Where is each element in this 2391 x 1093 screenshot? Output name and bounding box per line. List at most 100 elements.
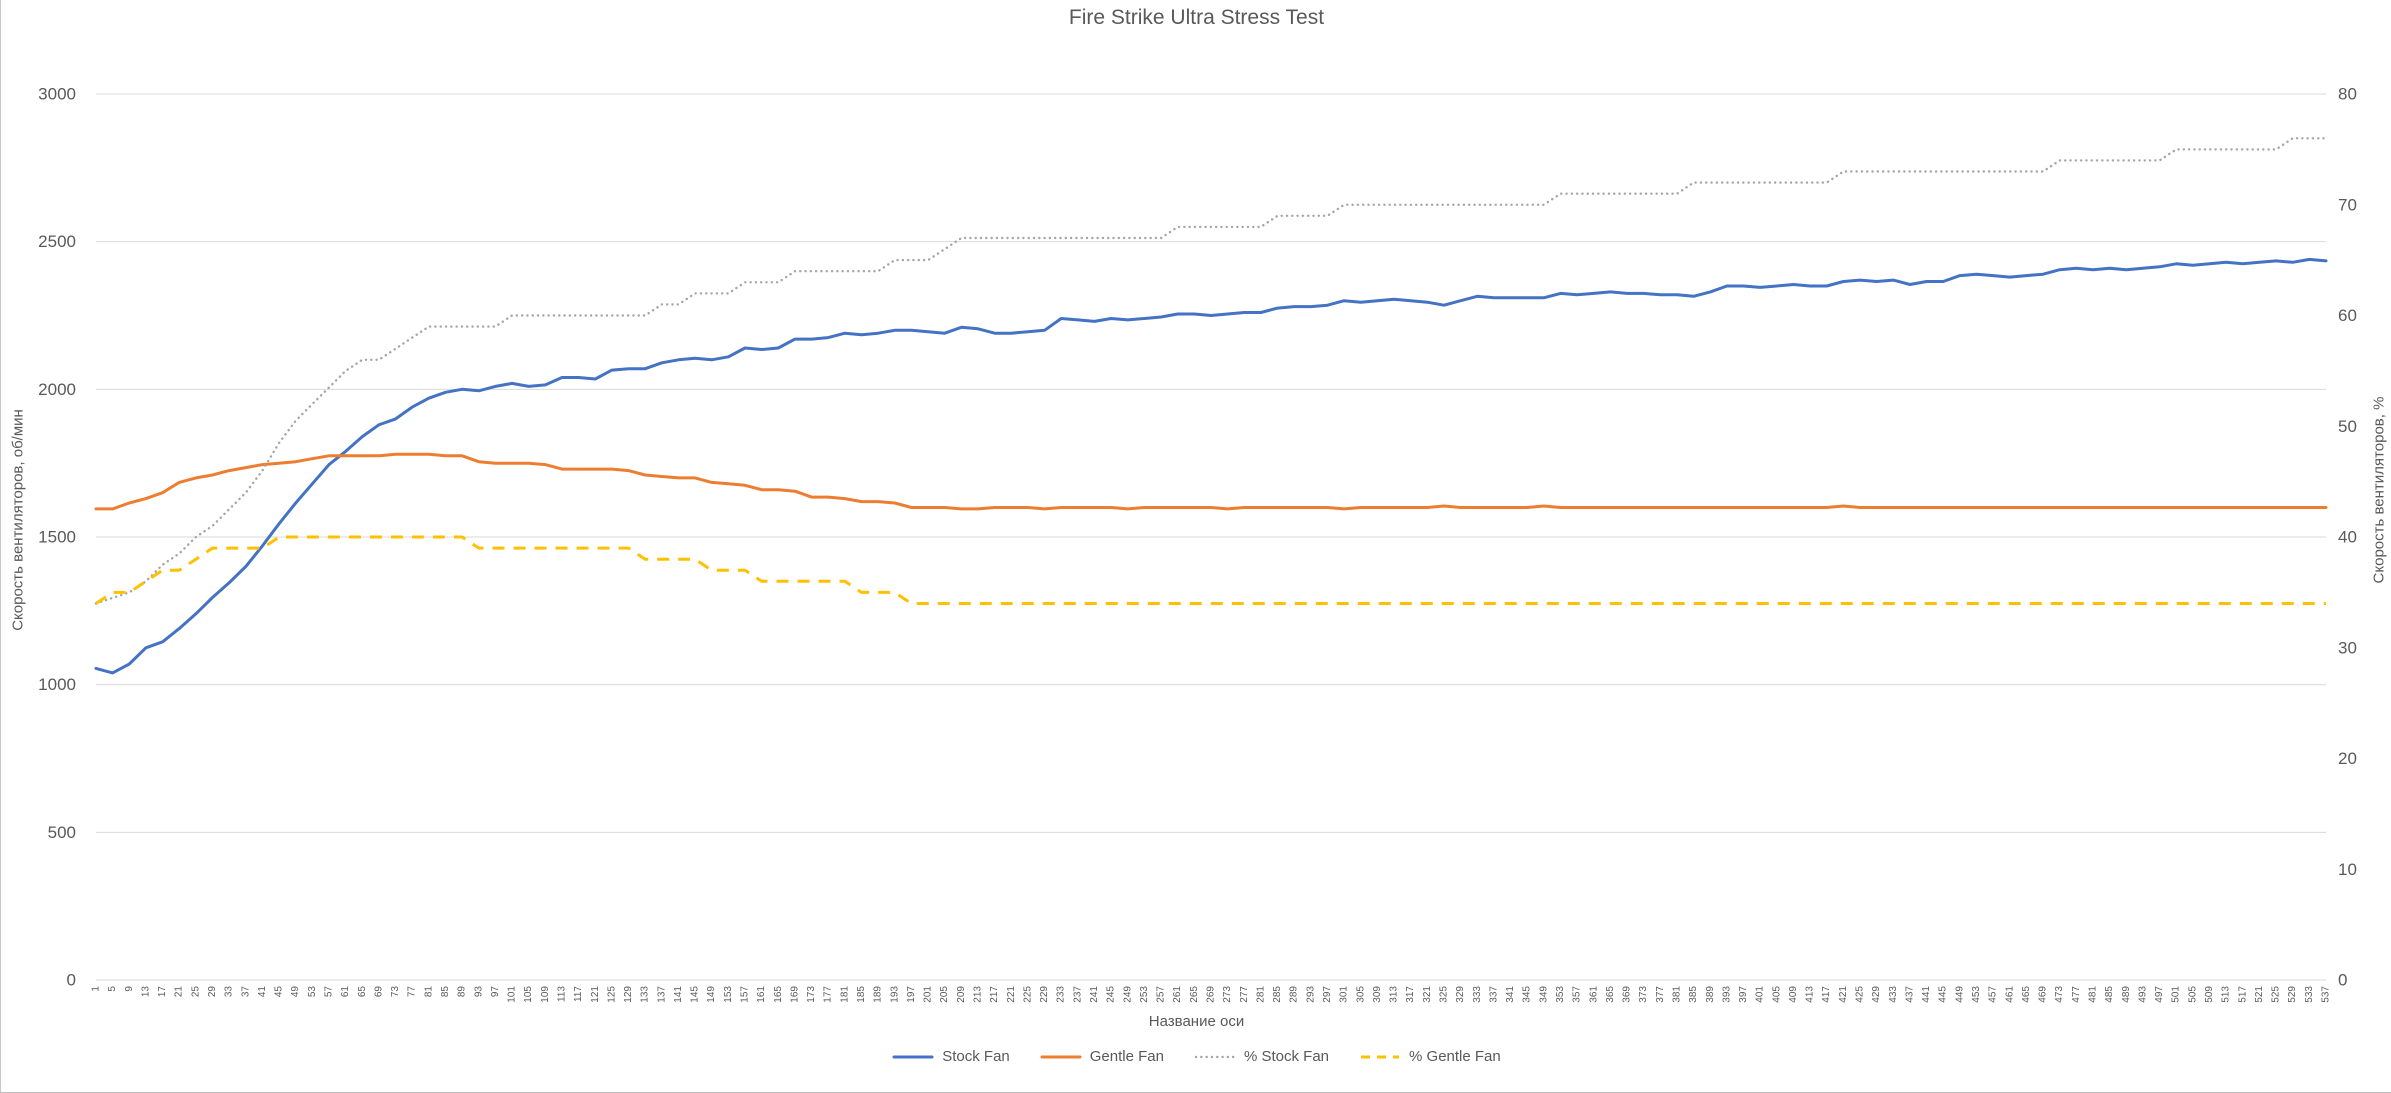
legend-item-pct-gentle-fan[interactable]: % Gentle Fan xyxy=(1359,1048,1501,1065)
x-axis-tick-label: 65 xyxy=(357,986,368,998)
x-axis-tick-label: 101 xyxy=(507,986,518,1003)
x-axis-tick-label: 389 xyxy=(1705,986,1716,1003)
x-axis-tick-label: 501 xyxy=(2171,986,2182,1003)
x-axis-tick-label: 213 xyxy=(973,986,984,1003)
x-axis-tick-label: 349 xyxy=(1538,986,1549,1003)
legend-label: % Stock Fan xyxy=(1243,1048,1330,1065)
x-axis-tick-label: 13 xyxy=(140,986,151,998)
x-axis-tick-label: 357 xyxy=(1572,986,1583,1003)
right-axis-tick-label: 80 xyxy=(2338,85,2357,104)
x-axis-tick-label: 233 xyxy=(1056,986,1067,1003)
x-axis-tick-label: 525 xyxy=(2271,986,2282,1003)
x-axis-tick-label: 465 xyxy=(2021,986,2032,1003)
legend-item-stock-fan[interactable]: Stock Fan xyxy=(892,1048,1010,1065)
x-axis-tick-label: 361 xyxy=(1588,986,1599,1003)
x-axis-tick-label: 181 xyxy=(839,986,850,1003)
x-axis-tick-label: 457 xyxy=(1988,986,1999,1003)
legend-item-gentle-fan[interactable]: Gentle Fan xyxy=(1040,1048,1164,1065)
x-axis-tick-label: 77 xyxy=(407,986,418,998)
x-axis-tick-label: 333 xyxy=(1472,986,1483,1003)
x-axis-tick-label: 297 xyxy=(1322,986,1333,1003)
legend-label: Gentle Fan xyxy=(1089,1048,1164,1065)
x-axis-tick-label: 1 xyxy=(91,986,102,992)
left-axis-tick-label: 2000 xyxy=(38,380,76,399)
x-axis-tick-label: 185 xyxy=(856,986,867,1003)
legend: Stock Fan Gentle Fan % Stock Fan % Gentl… xyxy=(1,1048,2391,1065)
x-axis-title: Название оси xyxy=(1148,1013,1245,1030)
x-axis-tick-label: 229 xyxy=(1039,986,1050,1003)
x-axis-tick-label: 9 xyxy=(124,986,135,992)
x-axis-tick-label: 413 xyxy=(1805,986,1816,1003)
x-axis-tick-label: 25 xyxy=(190,986,201,998)
x-axis-tick-label: 33 xyxy=(224,986,235,998)
x-axis-tick-label: 393 xyxy=(1721,986,1732,1003)
x-axis-tick-label: 325 xyxy=(1438,986,1449,1003)
x-axis-tick-label: 493 xyxy=(2137,986,2148,1003)
x-axis-tick-label: 453 xyxy=(1971,986,1982,1003)
x-axis-tick-label: 205 xyxy=(939,986,950,1003)
x-axis-tick-label: 17 xyxy=(157,986,168,998)
series-line-gentle-fan xyxy=(94,452,2328,511)
x-axis-tick-label: 105 xyxy=(523,986,534,1003)
x-axis-tick-label: 197 xyxy=(906,986,917,1003)
x-axis-tick-label: 409 xyxy=(1788,986,1799,1003)
x-axis-tick-label: 429 xyxy=(1871,986,1882,1003)
x-axis-tick-label: 265 xyxy=(1189,986,1200,1003)
x-axis-tick-label: 533 xyxy=(2304,986,2315,1003)
pct-gentle-fan-line-icon xyxy=(1359,1053,1401,1061)
x-axis-tick-label: 385 xyxy=(1688,986,1699,1003)
x-axis-tick-label: 121 xyxy=(590,986,601,1003)
x-axis-tick-label: 217 xyxy=(989,986,1000,1003)
x-axis-tick-label: 41 xyxy=(257,986,268,998)
x-axis-tick-label: 317 xyxy=(1405,986,1416,1003)
x-axis-tick-label: 273 xyxy=(1222,986,1233,1003)
x-axis-tick-label: 345 xyxy=(1522,986,1533,1003)
right-axis-title: Скорость вентиляторов, % xyxy=(2370,396,2388,584)
left-axis-tick-label: 1000 xyxy=(38,675,76,694)
x-axis-tick-label: 85 xyxy=(440,986,451,998)
legend-item-pct-stock-fan[interactable]: % Stock Fan xyxy=(1194,1048,1329,1065)
x-axis-tick-label: 309 xyxy=(1372,986,1383,1003)
x-axis-tick-label: 289 xyxy=(1289,986,1300,1003)
x-axis-tick-label: 97 xyxy=(490,986,501,998)
x-axis-tick-label: 421 xyxy=(1838,986,1849,1003)
left-axis-tick-label: 0 xyxy=(67,971,76,990)
right-axis-tick-label: 40 xyxy=(2338,528,2357,547)
x-axis-tick-label: 165 xyxy=(773,986,784,1003)
x-axis-tick-label: 481 xyxy=(2088,986,2099,1003)
left-axis-tick-label: 500 xyxy=(48,823,76,842)
x-axis-tick-label: 473 xyxy=(2054,986,2065,1003)
x-axis-tick-label: 109 xyxy=(540,986,551,1003)
x-axis-tick-label: 221 xyxy=(1006,986,1017,1003)
x-axis-tick-label: 337 xyxy=(1488,986,1499,1003)
x-axis-tick-label: 373 xyxy=(1638,986,1649,1003)
x-axis-tick-label: 113 xyxy=(556,986,567,1002)
x-axis-tick-label: 449 xyxy=(1954,986,1965,1003)
x-axis-tick-label: 173 xyxy=(806,986,817,1003)
x-axis-tick-label: 461 xyxy=(2004,986,2015,1003)
x-axis-tick-label: 405 xyxy=(1771,986,1782,1003)
x-axis-tick-label: 313 xyxy=(1389,986,1400,1003)
x-axis-tick-label: 209 xyxy=(956,986,967,1003)
x-axis-tick-label: 133 xyxy=(640,986,651,1003)
left-axis-tick-label: 2500 xyxy=(38,232,76,251)
right-axis-tick-label: 70 xyxy=(2338,195,2357,214)
x-axis-tick-label: 237 xyxy=(1072,986,1083,1003)
x-axis-tick-label: 445 xyxy=(1938,986,1949,1003)
x-axis-tick-label: 45 xyxy=(274,986,285,998)
x-axis-tick-label: 145 xyxy=(690,986,701,1003)
x-axis-tick-label: 193 xyxy=(889,986,900,1003)
x-axis-tick-label: 225 xyxy=(1022,986,1033,1003)
plot-area: 0 500 1000 1500 2000 2500 3000 0 10 20 30 40 50 60 70 8… xyxy=(38,85,2357,1003)
x-axis-tick-label: 257 xyxy=(1156,986,1167,1003)
x-axis-tick-label: 93 xyxy=(473,986,484,998)
x-axis-tick-label: 5 xyxy=(107,986,118,992)
stock-fan-line-icon xyxy=(892,1053,934,1061)
x-axis-tick-label: 277 xyxy=(1239,986,1250,1003)
x-axis-tick-label: 241 xyxy=(1089,986,1100,1003)
right-axis-tick-label: 20 xyxy=(2338,749,2357,768)
x-axis-tick-label: 253 xyxy=(1139,986,1150,1003)
x-axis-tick-label: 141 xyxy=(673,986,684,1003)
x-axis-tick-label: 269 xyxy=(1206,986,1217,1003)
x-axis-tick-label: 497 xyxy=(2154,986,2165,1003)
